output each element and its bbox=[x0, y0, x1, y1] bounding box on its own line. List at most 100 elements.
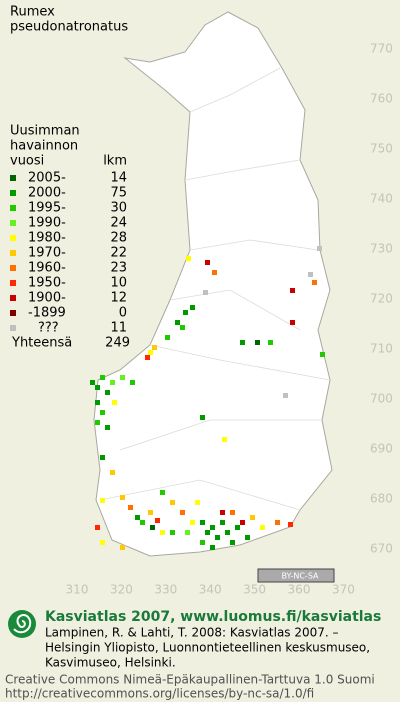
observation bbox=[220, 510, 225, 515]
observation bbox=[95, 525, 100, 530]
logo bbox=[8, 610, 36, 638]
citation: Kasvimuseo, Helsinki. bbox=[45, 656, 176, 670]
badge-text: BY-NC-SA bbox=[281, 572, 319, 581]
observation bbox=[200, 540, 205, 545]
legend-swatch bbox=[10, 280, 16, 286]
observation bbox=[135, 515, 140, 520]
legend-swatch bbox=[10, 175, 16, 181]
legend-swatch bbox=[10, 220, 16, 226]
observation bbox=[140, 520, 145, 525]
species-name: Rumex bbox=[10, 5, 55, 20]
observation bbox=[90, 380, 95, 385]
observation bbox=[212, 270, 217, 275]
total-count: 249 bbox=[105, 336, 130, 351]
observation bbox=[185, 530, 190, 535]
observation bbox=[110, 470, 115, 475]
x-tick-label: 350 bbox=[243, 583, 266, 597]
legend-label: 1960- bbox=[28, 261, 66, 276]
observation bbox=[210, 525, 215, 530]
observation bbox=[250, 515, 255, 520]
license: http://creativecommons.org/licenses/by-n… bbox=[5, 687, 314, 701]
legend-heading: vuosi bbox=[10, 154, 44, 169]
observation bbox=[160, 530, 165, 535]
legend-label: 1950- bbox=[28, 276, 66, 291]
y-tick-label: 740 bbox=[370, 192, 393, 206]
legend-count: 23 bbox=[110, 261, 127, 276]
observation bbox=[110, 380, 115, 385]
legend-count: 30 bbox=[110, 201, 127, 216]
license-badge: BY-NC-SA bbox=[257, 568, 335, 583]
observation bbox=[230, 540, 235, 545]
legend-swatch bbox=[10, 265, 16, 271]
observation bbox=[203, 290, 208, 295]
legend-swatch bbox=[10, 325, 16, 331]
x-tick-label: 370 bbox=[332, 583, 355, 597]
x-tick-label: 320 bbox=[110, 583, 133, 597]
legend-count: 75 bbox=[110, 186, 127, 201]
y-tick-label: 720 bbox=[370, 292, 393, 306]
legend-heading: Uusimman bbox=[10, 124, 80, 139]
observation bbox=[148, 350, 153, 355]
observation bbox=[105, 425, 110, 430]
legend-swatch bbox=[10, 310, 16, 316]
observation bbox=[105, 390, 110, 395]
observation bbox=[290, 320, 295, 325]
legend-heading: havainnon bbox=[10, 139, 78, 154]
observation bbox=[120, 375, 125, 380]
legend-swatch bbox=[10, 205, 16, 211]
observation bbox=[210, 545, 215, 550]
observation bbox=[200, 415, 205, 420]
legend-count: 12 bbox=[110, 291, 127, 306]
y-tick-label: 690 bbox=[370, 442, 393, 456]
observation bbox=[275, 520, 280, 525]
legend-swatch bbox=[10, 190, 16, 196]
observation bbox=[320, 352, 325, 357]
observation bbox=[317, 246, 322, 251]
observation bbox=[165, 335, 170, 340]
observation bbox=[100, 455, 105, 460]
observation bbox=[112, 400, 117, 405]
logo-spiral bbox=[13, 614, 32, 634]
x-tick-label: 360 bbox=[288, 583, 311, 597]
citation: Helsingin Yliopisto, Luonnontieteellinen… bbox=[45, 641, 370, 655]
observation bbox=[183, 310, 188, 315]
legend-label: 1970- bbox=[28, 246, 66, 261]
x-tick-label: 310 bbox=[66, 583, 89, 597]
observation bbox=[130, 380, 135, 385]
observation bbox=[230, 510, 235, 515]
legend-count: 14 bbox=[110, 171, 127, 186]
observation bbox=[180, 325, 185, 330]
legend-swatch bbox=[10, 250, 16, 256]
legend-count: 22 bbox=[110, 246, 127, 261]
y-tick-label: 710 bbox=[370, 342, 393, 356]
legend-label: 1980- bbox=[28, 231, 66, 246]
legend-label: 2000- bbox=[28, 186, 66, 201]
observation bbox=[205, 260, 210, 265]
legend-count: 28 bbox=[110, 231, 127, 246]
observation bbox=[180, 510, 185, 515]
observation bbox=[95, 385, 100, 390]
legend-label: 1900- bbox=[28, 291, 66, 306]
observation bbox=[240, 340, 245, 345]
legend-count: 10 bbox=[110, 276, 127, 291]
observation bbox=[240, 520, 245, 525]
observation bbox=[120, 495, 125, 500]
observation bbox=[235, 525, 240, 530]
badge-box bbox=[257, 568, 335, 583]
observation bbox=[148, 510, 153, 515]
observation bbox=[95, 420, 100, 425]
observation bbox=[255, 340, 260, 345]
y-tick-label: 700 bbox=[370, 392, 393, 406]
observation bbox=[190, 305, 195, 310]
observation bbox=[220, 520, 225, 525]
observation bbox=[245, 535, 250, 540]
legend-swatch bbox=[10, 295, 16, 301]
observation bbox=[170, 530, 175, 535]
observation bbox=[100, 498, 105, 503]
observation bbox=[170, 500, 175, 505]
y-tick-label: 750 bbox=[370, 142, 393, 156]
legend-label: 1995- bbox=[28, 201, 66, 216]
observation bbox=[100, 375, 105, 380]
license: Creative Commons Nimeä-Epäkaupallinen-Ta… bbox=[5, 673, 375, 687]
